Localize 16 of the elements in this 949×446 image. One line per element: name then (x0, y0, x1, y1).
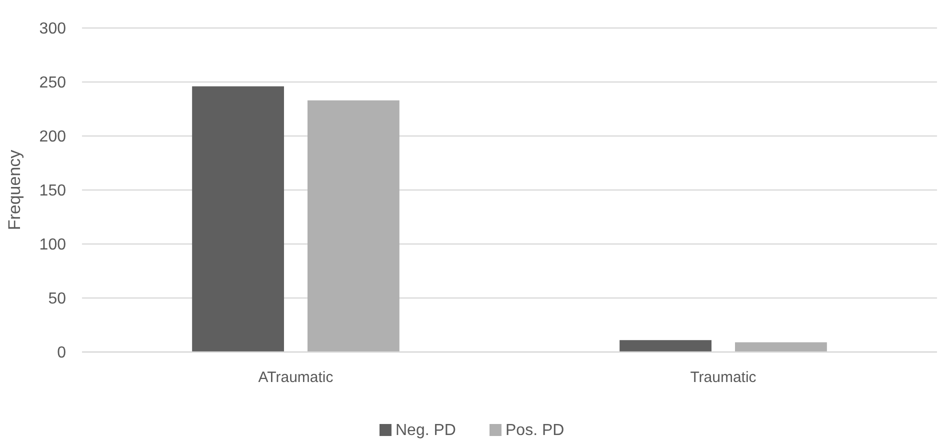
y-axis-title: Frequency (5, 149, 24, 230)
y-tick-label: 100 (39, 236, 66, 254)
y-tick-label: 250 (39, 74, 66, 92)
bar (620, 340, 712, 352)
bar (735, 342, 827, 352)
y-tick-label: 0 (57, 344, 66, 362)
x-tick-label: Traumatic (690, 369, 757, 386)
y-tick-label: 300 (39, 20, 66, 38)
y-tick-label: 50 (48, 290, 66, 308)
bar (308, 100, 400, 352)
legend-label: Pos. PD (506, 422, 564, 439)
y-tick-label: 150 (39, 182, 66, 200)
legend-label: Neg. PD (396, 422, 456, 439)
y-tick-label: 200 (39, 128, 66, 146)
x-tick-label: ATraumatic (258, 369, 334, 386)
bar (192, 86, 284, 352)
